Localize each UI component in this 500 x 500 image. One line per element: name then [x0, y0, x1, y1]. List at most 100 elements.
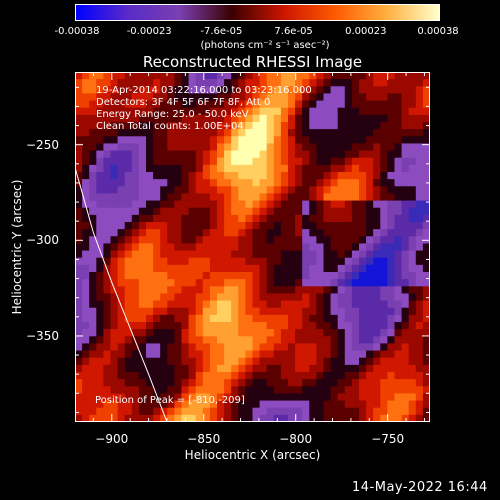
- heatmap-cell: [82, 129, 90, 137]
- heatmap-cell: [231, 364, 239, 373]
- heatmap-cell: [323, 314, 331, 323]
- heatmap-cell: [174, 257, 182, 266]
- heatmap-cell: [330, 143, 339, 151]
- heatmap-cell: [209, 386, 218, 394]
- heatmap-cell: [82, 172, 90, 180]
- heatmap-cell: [408, 250, 417, 259]
- heatmap-cell: [181, 100, 189, 109]
- heatmap-cell: [110, 279, 118, 287]
- heatmap-cell: [344, 164, 353, 173]
- heatmap-cell: [280, 307, 289, 316]
- heatmap-cell: [160, 372, 168, 380]
- heatmap-cell: [259, 372, 268, 380]
- heatmap-cell: [273, 314, 282, 323]
- heatmap-cell: [195, 286, 204, 294]
- heatmap-cell: [366, 243, 374, 251]
- heatmap-cell: [153, 79, 161, 87]
- heatmap-cell: [351, 272, 360, 280]
- heatmap-cell: [288, 279, 296, 287]
- heatmap-cell: [75, 250, 83, 259]
- heatmap-cell: [96, 136, 104, 144]
- heatmap-cell: [188, 364, 197, 373]
- heatmap-cell: [138, 193, 147, 201]
- heatmap-cell: [146, 364, 154, 373]
- heatmap-cell: [202, 307, 211, 316]
- heatmap-cell: [422, 350, 430, 359]
- heatmap-cell: [401, 114, 410, 123]
- heatmap-cell: [131, 236, 140, 244]
- heatmap-cell: [401, 143, 410, 151]
- heatmap-cell: [273, 214, 282, 223]
- heatmap-cell: [138, 179, 147, 187]
- heatmap-cell: [415, 79, 424, 87]
- heatmap-cell: [131, 372, 140, 380]
- heatmap-cell: [323, 322, 331, 330]
- heatmap-cell: [209, 129, 218, 137]
- heatmap-cell: [89, 122, 97, 130]
- heatmap-cell: [217, 214, 225, 223]
- heatmap-cell: [195, 93, 204, 101]
- heatmap-cell: [373, 164, 381, 173]
- heatmap-cell: [366, 172, 374, 180]
- heatmap-cell: [209, 107, 218, 116]
- heatmap-cell: [309, 314, 317, 323]
- heatmap-cell: [316, 193, 324, 201]
- heatmap-cell: [82, 186, 90, 194]
- heatmap-cell: [394, 107, 402, 116]
- heatmap-cell: [188, 200, 197, 209]
- heatmap-cell: [89, 364, 97, 373]
- heatmap-cell: [422, 164, 430, 173]
- heatmap-cell: [302, 272, 310, 280]
- x-tick-label: −800: [279, 432, 313, 446]
- heatmap-cell: [408, 229, 417, 237]
- heatmap-cell: [401, 286, 410, 294]
- heatmap-cell: [110, 122, 118, 130]
- heatmap-cell: [288, 129, 296, 137]
- heatmap-cell: [259, 200, 268, 209]
- heatmap-cell: [231, 129, 239, 137]
- heatmap-cell: [75, 372, 83, 380]
- heatmap-cell: [209, 329, 218, 337]
- heatmap-cell: [366, 414, 374, 422]
- heatmap-cell: [415, 143, 424, 151]
- heatmap-cell: [309, 393, 317, 401]
- heatmap-cell: [366, 79, 374, 87]
- heatmap-cell: [238, 286, 246, 294]
- heatmap-cell: [202, 122, 211, 130]
- heatmap-cell: [153, 300, 161, 309]
- heatmap-cell: [167, 257, 175, 266]
- heatmap-cell: [174, 72, 182, 80]
- heatmap-cell: [195, 300, 204, 309]
- heatmap-cell: [238, 357, 246, 366]
- heatmap-cell: [337, 164, 346, 173]
- heatmap-cell: [110, 314, 118, 323]
- heatmap-cell: [117, 386, 126, 394]
- heatmap-cell: [89, 393, 97, 401]
- heatmap-cell: [387, 86, 395, 94]
- heatmap-cell: [110, 257, 118, 266]
- heatmap-cell: [323, 386, 331, 394]
- heatmap-cell: [110, 214, 118, 223]
- heatmap-cell: [245, 179, 253, 187]
- heatmap-cell: [89, 236, 97, 244]
- heatmap-cell: [138, 107, 147, 116]
- heatmap-cell: [273, 264, 282, 273]
- heatmap-cell: [373, 79, 381, 87]
- heatmap-cell: [138, 93, 147, 101]
- heatmap-cell: [245, 100, 253, 109]
- heatmap-cell: [344, 250, 353, 259]
- heatmap-cell: [188, 293, 197, 301]
- heatmap-cell: [131, 129, 140, 137]
- heatmap-cell: [224, 179, 232, 187]
- heatmap-cell: [110, 136, 118, 144]
- heatmap-cell: [387, 372, 395, 380]
- heatmap-cell: [245, 136, 253, 144]
- heatmap-cell: [160, 222, 168, 230]
- heatmap-cell: [309, 250, 317, 259]
- heatmap-cell: [103, 386, 111, 394]
- heatmap-cell: [209, 150, 218, 159]
- heatmap-cell: [330, 93, 339, 101]
- heatmap-cell: [96, 272, 104, 280]
- heatmap-cell: [266, 86, 275, 94]
- heatmap-cell: [330, 414, 339, 422]
